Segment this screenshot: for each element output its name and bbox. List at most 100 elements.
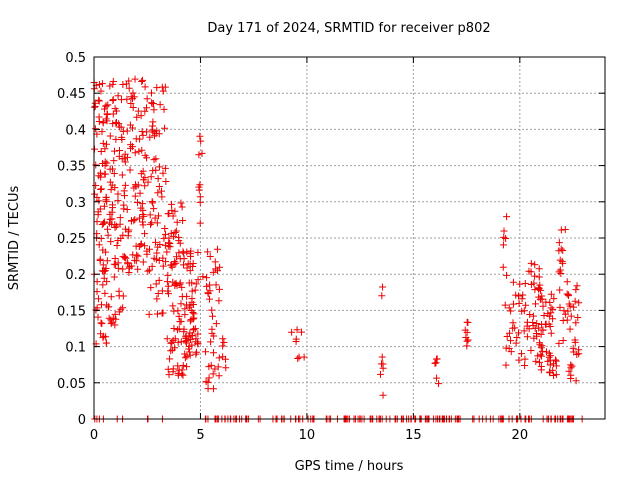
data-point [134,252,142,260]
data-point [124,232,132,240]
data-point [97,185,105,193]
data-point [175,312,183,320]
data-point [517,350,525,358]
data-point [95,241,103,249]
data-point [134,198,142,206]
data-point [143,104,151,112]
data-point [154,189,162,197]
data-point [205,363,213,371]
data-point [573,282,581,290]
data-point [154,289,162,297]
data-point [197,137,205,145]
data-point [503,333,511,341]
data-point [139,206,147,214]
data-point [172,227,180,235]
data-point [509,278,517,286]
data-point [131,192,139,200]
data-point [95,96,103,104]
data-point [105,303,113,311]
data-point [174,338,182,346]
data-point [96,257,104,265]
data-point [139,258,147,266]
data-point [537,366,545,374]
data-point [149,100,157,108]
data-point [219,335,227,343]
data-point [140,212,148,220]
data-point [571,297,579,305]
y-tick-label: 0.05 [57,377,86,392]
grid [94,57,605,419]
data-point [183,363,191,371]
data-point [556,256,564,264]
data-point [176,239,184,247]
data-point [162,230,170,238]
data-point [209,312,217,320]
data-point [182,333,190,341]
data-point [532,357,540,365]
data-point [507,337,515,345]
data-point [91,145,99,153]
data-point [150,205,158,213]
data-point [147,220,155,228]
data-point [191,286,199,294]
data-point [130,93,138,101]
data-point [531,300,539,308]
data-point [179,361,187,369]
data-point [148,198,156,206]
data-point [196,132,204,140]
data-point [139,218,147,226]
data-point [205,374,213,382]
data-point [95,197,103,205]
data-point [127,100,135,108]
data-point [139,167,147,175]
data-point [173,218,181,226]
data-point [134,107,142,115]
data-point [181,311,189,319]
data-point [113,242,121,250]
data-point [144,267,152,275]
data-point [501,301,509,309]
data-point [149,167,157,175]
data-point [538,295,546,303]
data-point [180,261,188,269]
data-point [567,312,575,320]
data-point [159,87,167,95]
data-point [123,206,131,214]
data-point [118,171,126,179]
x-tick-label: 5 [196,428,204,443]
data-point [433,374,441,382]
data-point [153,249,161,257]
data-point [177,199,185,207]
data-point [132,182,140,190]
data-point [159,254,167,262]
data-point [536,358,544,366]
data-point [507,348,515,356]
data-point [556,266,564,274]
data-point [131,149,139,157]
data-point [194,249,202,257]
data-point [91,125,99,133]
data-point [145,266,153,274]
data-point [575,299,583,307]
data-point [102,339,110,347]
data-point [518,295,526,303]
data-point [123,127,131,135]
data-point [175,233,183,241]
data-point [550,372,558,380]
data-point [149,199,157,207]
data-point [573,351,581,359]
data-point [566,302,574,310]
data-points [90,75,586,423]
data-point [215,285,223,293]
data-point [563,290,571,298]
data-point [535,265,543,273]
data-point [139,131,147,139]
data-point [171,207,179,215]
data-point [515,329,523,337]
data-point [100,202,108,210]
data-point [432,359,440,367]
data-point [103,197,111,205]
data-point [292,337,300,345]
data-point [143,128,151,136]
data-point [91,102,99,110]
